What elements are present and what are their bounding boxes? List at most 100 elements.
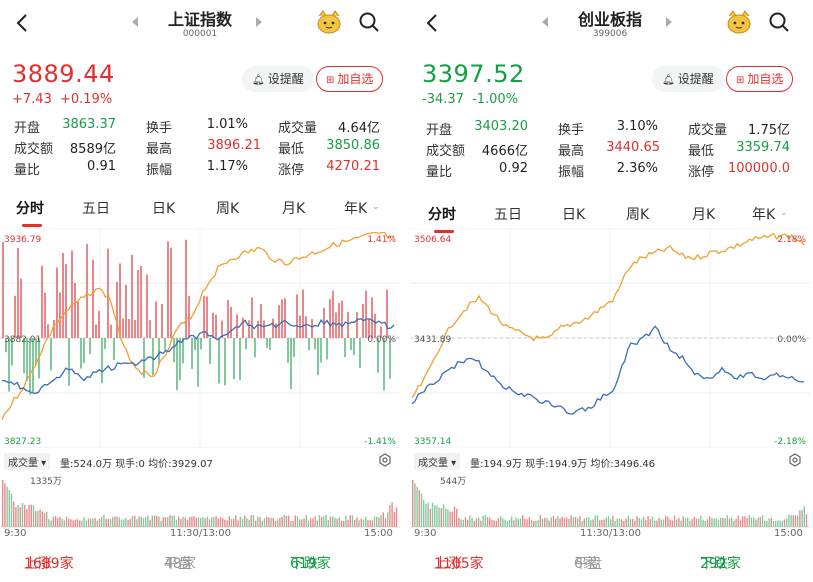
volume-bar xyxy=(281,516,283,527)
volume-bar xyxy=(680,520,682,527)
volume-bar xyxy=(373,516,376,527)
tab-monthly[interactable]: 月K xyxy=(282,201,306,217)
volume-bar xyxy=(757,517,759,527)
volume-bar xyxy=(257,516,259,527)
intraday-chart[interactable]: 3936.79 3882.01 3827.23 1.41% 0.00% -1.41% xyxy=(0,228,400,448)
tab-monthly[interactable]: 月K xyxy=(692,207,716,223)
volume-bar xyxy=(112,517,114,527)
stat-open: 开盘 3403.20 xyxy=(426,119,528,138)
volume-bar xyxy=(579,516,581,527)
tab-weekly[interactable]: 周K xyxy=(216,201,240,217)
tab-yearly[interactable]: 年K xyxy=(752,207,776,223)
volume-bar xyxy=(581,520,583,527)
search-icon[interactable] xyxy=(358,11,380,33)
settings-icon[interactable] xyxy=(378,453,392,467)
tab-weekly[interactable]: 周K xyxy=(626,207,650,223)
breadth-bar-up xyxy=(236,314,238,338)
volume-bar xyxy=(263,518,266,527)
intraday-chart[interactable]: 3506.64 3431.89 3357.14 2.18% 0.00% -2.18% xyxy=(410,228,810,448)
settings-icon[interactable] xyxy=(788,453,802,467)
stat-amplitude: 振幅 1.17% xyxy=(146,159,248,178)
volume-selector[interactable]: 成交量 ▾ xyxy=(414,453,461,470)
back-arrow-icon[interactable] xyxy=(422,12,444,34)
volume-bar xyxy=(603,519,605,527)
volume-bar xyxy=(76,519,79,527)
volume-bar xyxy=(460,519,462,527)
volume-bar xyxy=(621,519,623,527)
volume-bar xyxy=(158,516,160,527)
volume-bar xyxy=(30,504,32,527)
back-arrow-icon[interactable] xyxy=(12,12,34,34)
volume-bar xyxy=(241,519,244,527)
tab-daily[interactable]: 日K xyxy=(152,201,176,217)
volume-bar xyxy=(636,516,638,527)
set-alert-button[interactable]: 🔔︎ 设提醒 xyxy=(652,66,724,92)
tab-intraday[interactable]: 分时 xyxy=(16,201,44,217)
volume-header: 成交量 ▾ 量:194.9万 现手:194.9万 均价:3496.46 xyxy=(410,452,810,470)
mascot-icon[interactable] xyxy=(316,10,342,34)
volume-bar xyxy=(524,518,526,527)
breadth-bar-up xyxy=(146,274,148,338)
change-value: +7.43 xyxy=(12,92,52,107)
price-line xyxy=(1,318,395,394)
volume-bar xyxy=(178,516,180,527)
breadth-bar-up xyxy=(281,299,283,338)
breadth-bar-down xyxy=(209,338,211,365)
volume-bar xyxy=(21,503,24,527)
volume-bar xyxy=(107,519,109,527)
stat-low: 最低 3850.86 xyxy=(278,138,380,157)
search-icon[interactable] xyxy=(768,11,790,33)
prev-index-icon[interactable] xyxy=(132,17,138,27)
volume-bar xyxy=(605,517,607,527)
breadth-bar-up xyxy=(71,250,73,338)
volume-bar xyxy=(294,515,296,527)
volume-bar xyxy=(711,518,713,527)
volume-chart: 1335万 xyxy=(0,477,400,528)
volume-bar xyxy=(125,517,127,527)
volume-bar xyxy=(544,518,546,527)
prev-index-icon[interactable] xyxy=(542,17,548,27)
volume-bar xyxy=(340,520,343,527)
volume-bar xyxy=(614,520,616,527)
volume-bar xyxy=(160,520,162,527)
volume-bar xyxy=(365,516,367,527)
volume-bar xyxy=(222,517,224,527)
next-index-icon[interactable] xyxy=(256,17,262,27)
breadth-bar-up xyxy=(56,267,58,338)
breadth-bar-down xyxy=(164,338,166,351)
add-watchlist-button[interactable]: ⊞ 加自选 xyxy=(726,66,794,92)
breadth-bar-up xyxy=(62,253,64,338)
chevron-down-icon[interactable]: ⌄ xyxy=(372,202,380,212)
volume-bar xyxy=(164,517,167,527)
chevron-down-icon[interactable]: ⌄ xyxy=(780,208,788,218)
volume-bar xyxy=(704,520,706,527)
market-breadth: 上涨 1105家 平盘 6家 下跌 292家 xyxy=(434,556,741,572)
volume-bar xyxy=(625,518,627,527)
volume-bar xyxy=(482,515,484,527)
volume-bar xyxy=(590,520,592,527)
volume-bar xyxy=(127,519,129,527)
set-alert-button[interactable]: 🔔︎ 设提醒 xyxy=(242,66,314,92)
quote-panel-sse: 上证指数 000001 3889.44 +7.43 +0.19% 🔔︎ 设提醒 ⊞… xyxy=(0,0,400,582)
mascot-icon[interactable] xyxy=(726,10,752,34)
volume-bar xyxy=(467,519,469,527)
avg-price-line xyxy=(411,232,805,399)
volume-bar xyxy=(191,516,193,527)
breadth-bar-down xyxy=(173,338,175,363)
breadth-bar-up xyxy=(92,259,94,338)
tab-daily[interactable]: 日K xyxy=(562,207,586,223)
tab-yearly[interactable]: 年K xyxy=(344,201,368,217)
volume-bar xyxy=(563,518,566,527)
volume-selector[interactable]: 成交量 ▾ xyxy=(4,453,51,470)
index-code: 399006 xyxy=(592,29,628,39)
breadth-bar-down xyxy=(104,338,106,349)
tab-intraday[interactable]: 分时 xyxy=(428,207,456,223)
volume-bar xyxy=(458,517,460,527)
tab-5day[interactable]: 五日 xyxy=(494,207,522,223)
tab-5day[interactable]: 五日 xyxy=(82,201,110,217)
add-watchlist-button[interactable]: ⊞ 加自选 xyxy=(316,66,384,92)
next-index-icon[interactable] xyxy=(666,17,672,27)
avg-price-line xyxy=(1,231,395,420)
volume-bar xyxy=(607,516,610,527)
volume-bar xyxy=(259,517,261,527)
